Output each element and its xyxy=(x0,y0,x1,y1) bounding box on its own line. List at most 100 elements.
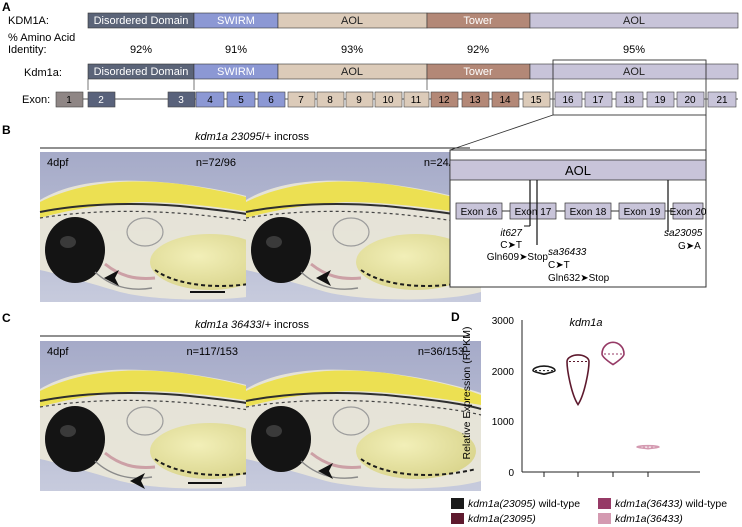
exon-7-label: 7 xyxy=(298,95,304,106)
y-tick-2000: 2000 xyxy=(492,367,515,378)
identity-aol-n: 93% xyxy=(341,44,363,56)
exon-9-label: 9 xyxy=(356,95,362,106)
panel-b-letter: B xyxy=(2,123,11,137)
aol-inset: AOL Exon 16 Exon 17 Exon 18 Exon 19 Exon… xyxy=(449,149,707,288)
inset-exon-20-label: Exon 20 xyxy=(670,207,707,218)
exon-19-label: 19 xyxy=(654,95,666,106)
exon-11-label: 11 xyxy=(411,95,422,106)
zebrafish-protein-label: Kdm1a: xyxy=(24,67,62,79)
panel-b-left-arrowhead xyxy=(104,270,119,286)
inset-mut2-effect: Gln632➤Stop xyxy=(548,273,610,284)
legend-36433-wt-suffix: wild-type xyxy=(683,498,728,510)
identity-label-line2: Identity: xyxy=(8,44,47,56)
exon-18 xyxy=(615,91,644,108)
panel-b-title-genotype: kdm1a 23095 xyxy=(195,131,263,143)
exon-track: 1 2 3 4 5 6 7 8 9 10 11 12 13 14 15 16 1… xyxy=(55,79,738,108)
panel-a-letter: A xyxy=(2,0,11,14)
inset-exon-19-label: Exon 19 xyxy=(624,207,661,218)
human-aol-domain-c xyxy=(529,12,739,29)
y-tick-1000: 1000 xyxy=(492,417,515,428)
human-tower-label: Tower xyxy=(463,15,493,27)
exon-15-label: 15 xyxy=(530,95,542,106)
exon-18-label: 18 xyxy=(623,95,635,106)
exon-8-label: 8 xyxy=(327,95,333,106)
inset-mut1-name: it627 xyxy=(500,228,522,239)
exon-6-label: 6 xyxy=(268,95,274,106)
aol-zoom-box xyxy=(552,59,707,116)
identity-swirm: 91% xyxy=(225,44,247,56)
identity-label-line1: % Amino Acid xyxy=(8,32,75,44)
exon-12-label: 12 xyxy=(438,95,450,106)
exon-5 xyxy=(226,91,256,108)
exon-17-label: 17 xyxy=(592,95,604,106)
inset-exon-17-label: Exon 17 xyxy=(515,207,552,218)
panel-b-title: kdm1a 23095/+ incross xyxy=(195,131,310,143)
zebrafish-domain-track: Disordered Domain SWIRM AOL Tower AOL xyxy=(87,63,739,80)
panel-c-larva-right: n=36/153 xyxy=(244,339,483,493)
inset-title: AOL xyxy=(565,163,591,178)
exon-6 xyxy=(257,91,286,108)
exon-10 xyxy=(374,91,403,108)
zf-swirm-label: SWIRM xyxy=(217,66,255,78)
exon-1-label: 1 xyxy=(66,95,72,106)
exon-21-label: 21 xyxy=(716,95,728,106)
exon-3-label: 3 xyxy=(178,95,184,106)
exon-8 xyxy=(316,91,345,108)
violin-series xyxy=(532,341,660,477)
legend-swatch-36433 xyxy=(598,513,611,524)
exon-15 xyxy=(522,91,551,108)
violin-2 xyxy=(566,354,590,407)
exon-11 xyxy=(403,91,430,108)
legend-swatch-36433-wt xyxy=(598,498,611,509)
exon-row-label: Exon: xyxy=(22,94,50,106)
inset-mut3-name: sa23095 xyxy=(664,228,703,239)
y-tick-3000: 3000 xyxy=(492,316,515,327)
panel-b-left-stage: 4dpf xyxy=(47,157,69,169)
panel-c-letter: C xyxy=(2,311,11,325)
exon-16-label: 16 xyxy=(562,95,574,106)
panel-c-left-stage: 4dpf xyxy=(47,346,69,358)
legend-23095-wt-genotype: kdm1a(23095) xyxy=(468,498,536,510)
exon-16 xyxy=(554,91,583,108)
legend-36433-wt-genotype: kdm1a(36433) xyxy=(615,498,683,510)
panel-b-title-cross: /+ incross xyxy=(262,131,310,143)
zoom-connector-left xyxy=(449,114,554,151)
exon-2-label: 2 xyxy=(98,95,104,106)
exon-14 xyxy=(491,91,520,108)
zf-aol-domain-c xyxy=(529,63,739,80)
human-domain-track: Disordered Domain SWIRM AOL Tower AOL xyxy=(87,12,739,29)
panel-d-letter: D xyxy=(451,310,460,324)
chart-legend: kdm1a(23095) wild-type kdm1a(36433) wild… xyxy=(451,498,727,525)
inset-exon-20 xyxy=(672,202,704,220)
human-swirm-label: SWIRM xyxy=(217,15,255,27)
exon-4-label: 4 xyxy=(207,95,213,106)
exon-14-label: 14 xyxy=(499,95,511,106)
human-disordered-label: Disordered Domain xyxy=(94,15,189,27)
inset-exon-17 xyxy=(509,202,557,220)
chart-title: kdm1a xyxy=(569,317,602,329)
legend-label-23095-wt: kdm1a(23095) wild-type xyxy=(468,498,580,510)
inset-mut1-change: C➤T xyxy=(500,240,522,251)
human-aol-label-c: AOL xyxy=(623,15,645,27)
y-tick-0: 0 xyxy=(508,468,514,479)
legend-swatch-23095 xyxy=(451,513,464,524)
inset-exon-18-label: Exon 18 xyxy=(570,207,607,218)
exon-19 xyxy=(646,91,675,108)
violin-chart: 3000 2000 1000 0 xyxy=(492,316,700,479)
panel-c-larva-left: 4dpf n=117/153 xyxy=(38,339,277,493)
panel-c-title-genotype: kdm1a 36433 xyxy=(195,319,263,331)
inset-exon-16 xyxy=(455,202,503,220)
inset-exon-19 xyxy=(618,202,666,220)
violin-4 xyxy=(636,444,660,450)
inset-mut1-effect: Gln609➤Stop xyxy=(487,252,549,263)
legend-label-36433: kdm1a(36433) xyxy=(615,513,683,525)
inset-exon-18 xyxy=(564,202,612,220)
zf-tower-label: Tower xyxy=(463,66,493,78)
inset-exon-16-label: Exon 16 xyxy=(461,207,498,218)
panel-c-title-cross: /+ incross xyxy=(262,319,310,331)
legend-label-23095: kdm1a(23095) xyxy=(468,513,536,525)
exon-4 xyxy=(195,91,225,108)
identity-disordered: 92% xyxy=(130,44,152,56)
exon-20-label: 20 xyxy=(684,95,696,106)
exon-3 xyxy=(167,91,196,108)
